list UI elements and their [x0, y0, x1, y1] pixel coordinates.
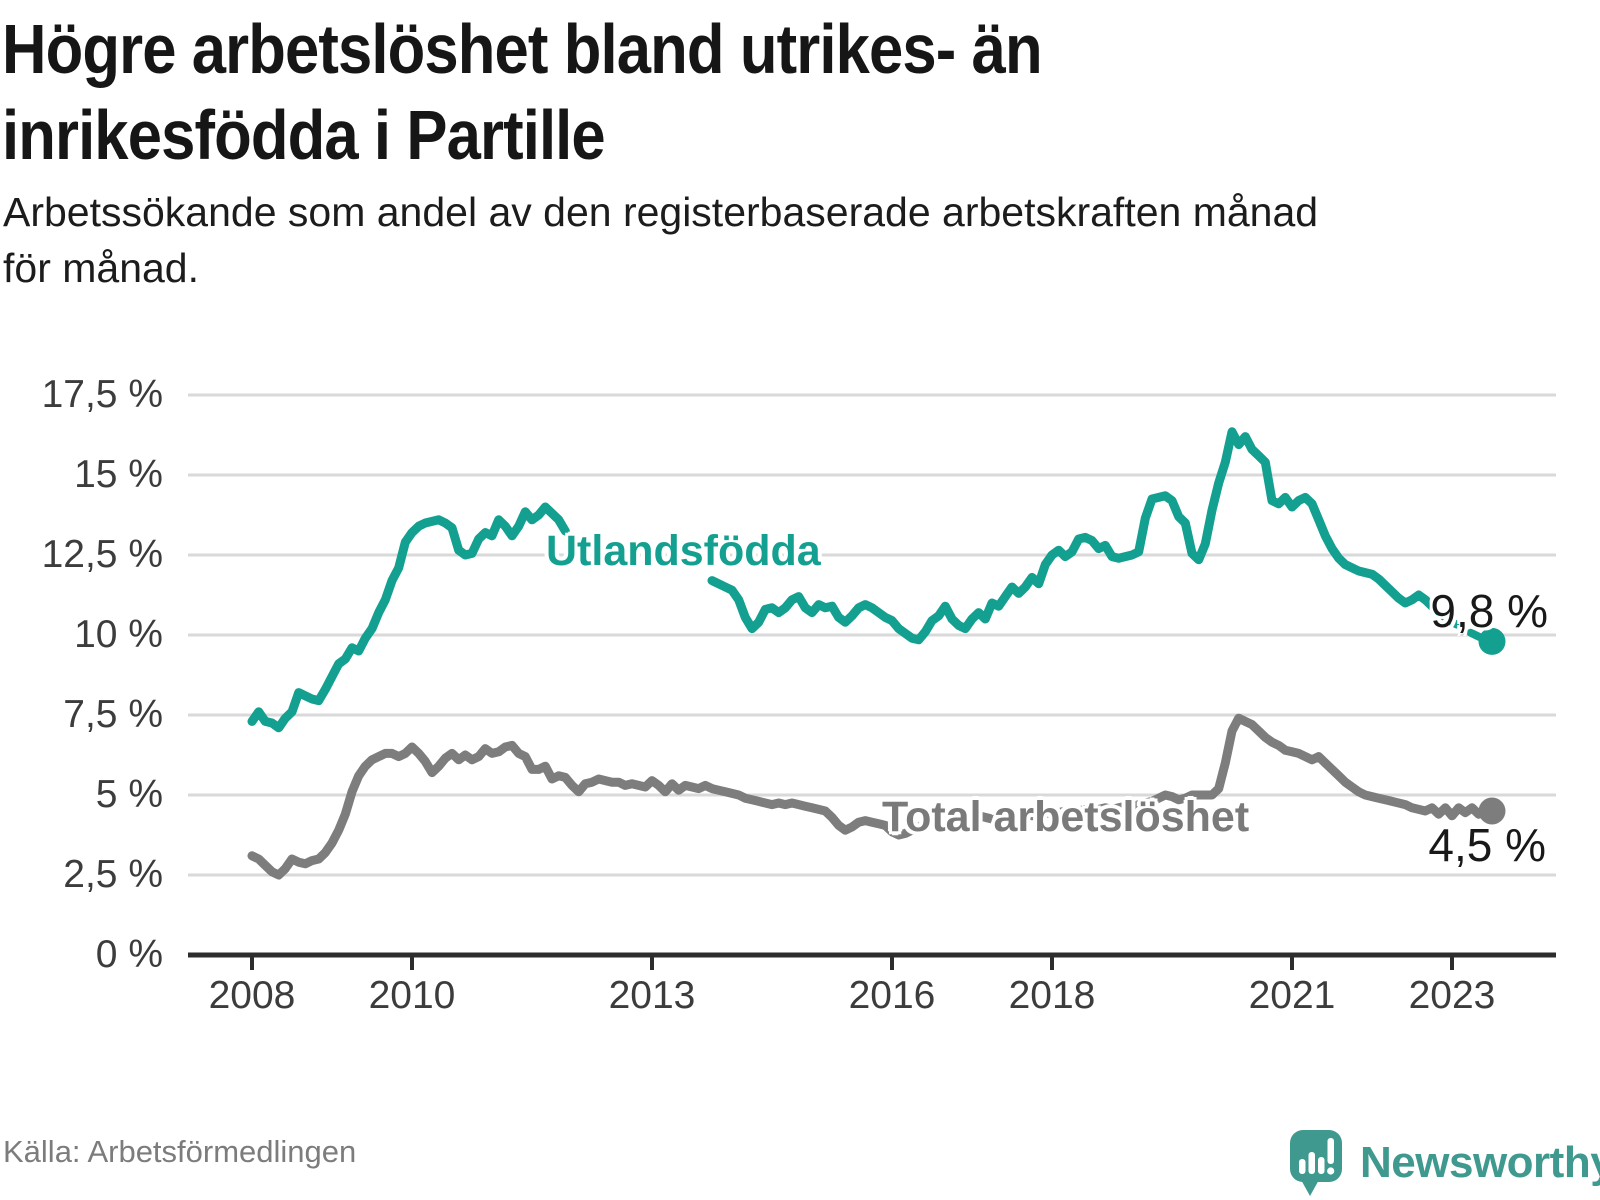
x-axis-label: 2021: [1248, 974, 1336, 1017]
text-line: inrikesfödda i Partille: [2, 96, 606, 174]
x-axis-label: 2018: [1008, 974, 1096, 1017]
text-line: Högre arbetslöshet bland utrikes- än: [2, 10, 1043, 88]
gridlines: [188, 393, 1556, 877]
series-label-utlandsfodda: Utlandsfödda: [546, 527, 821, 575]
text-line: för månad.: [3, 245, 199, 291]
page-subtitle: Arbetssökande som andel av den registerb…: [3, 184, 1318, 296]
x-axis-label: 2010: [368, 974, 456, 1017]
y-axis-label: 17,5 %: [41, 373, 163, 416]
source-note: Källa: Arbetsförmedlingen: [3, 1134, 357, 1169]
text-line: Arbetssökande som andel av den registerb…: [3, 189, 1319, 235]
x-axis-label: 2023: [1408, 974, 1496, 1017]
newsworthy-logo: Newsworthy: [1288, 1128, 1600, 1198]
series-end-dot: [1478, 797, 1506, 825]
series-line-solid: [247, 502, 570, 733]
x-axis-label: 2016: [848, 974, 936, 1017]
newsworthy-speech-bubble-chart-icon: [1290, 1130, 1342, 1196]
series-label-total-arbetsloshet: Total arbetslöshet: [882, 793, 1250, 841]
y-axis-label: 10 %: [74, 613, 163, 656]
y-axis-label: 12,5 %: [41, 533, 163, 576]
end-value-label-total: 4,5 %: [1428, 819, 1546, 871]
y-axis-label: 5 %: [95, 773, 163, 816]
y-axis-label: 2,5 %: [63, 853, 163, 896]
end-value-label-utlandsfodda: 9,8 %: [1430, 585, 1548, 637]
y-axis-label: 7,5 %: [63, 693, 163, 736]
x-axis: [188, 952, 1556, 970]
series-line-solid: [707, 427, 1450, 645]
page-title: Högre arbetslöshet bland utrikes- än inri…: [2, 6, 1043, 178]
data-series: [247, 427, 1506, 880]
series-end-dot: [1478, 627, 1506, 655]
x-axis-label: 2013: [608, 974, 696, 1017]
y-axis-label: 0 %: [95, 933, 163, 976]
series-line-solid: [247, 713, 1497, 880]
newsworthy-wordmark: Newsworthy: [1360, 1138, 1600, 1187]
x-axis-label: 2008: [208, 974, 296, 1017]
y-axis-label: 15 %: [74, 453, 163, 496]
